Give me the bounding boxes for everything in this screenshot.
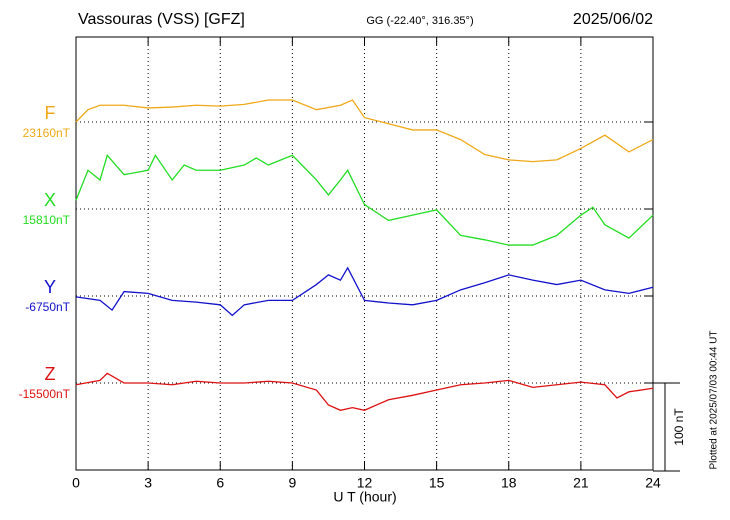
x-tick-label: 21 xyxy=(573,475,589,491)
series-line xyxy=(75,372,654,411)
series-name: Z xyxy=(45,364,56,384)
footnote: Plotted at 2025/07/03 00:44 UT xyxy=(709,331,720,470)
chart-subtitle: GG (-22.40°, 316.35°) xyxy=(366,15,473,27)
series-line xyxy=(75,266,654,317)
chart-title: Vassouras (VSS) [GFZ] xyxy=(78,11,245,28)
x-axis-label: U T (hour) xyxy=(333,489,396,505)
baseline-label: 23160nT xyxy=(23,126,71,140)
series-name: X xyxy=(44,190,56,210)
series-name: F xyxy=(45,103,56,123)
scale-bar-label: 100 nT xyxy=(672,408,686,446)
x-tick-label: 18 xyxy=(501,475,517,491)
x-tick-label: 9 xyxy=(288,475,296,491)
x-tick-label: 3 xyxy=(144,475,152,491)
x-tick-label: 15 xyxy=(429,475,445,491)
x-tick-label: 6 xyxy=(216,475,224,491)
x-tick-label: 24 xyxy=(645,475,661,491)
baseline-label: -15500nT xyxy=(19,387,71,401)
series-line xyxy=(75,153,654,246)
x-tick-label: 0 xyxy=(72,475,80,491)
baseline-label: 15810nT xyxy=(23,213,71,227)
chart-date: 2025/06/02 xyxy=(573,11,653,28)
baseline-label: -6750nT xyxy=(25,300,70,314)
series-line xyxy=(75,99,654,163)
x-tick-label: 12 xyxy=(357,475,373,491)
series-name: Y xyxy=(44,277,56,297)
